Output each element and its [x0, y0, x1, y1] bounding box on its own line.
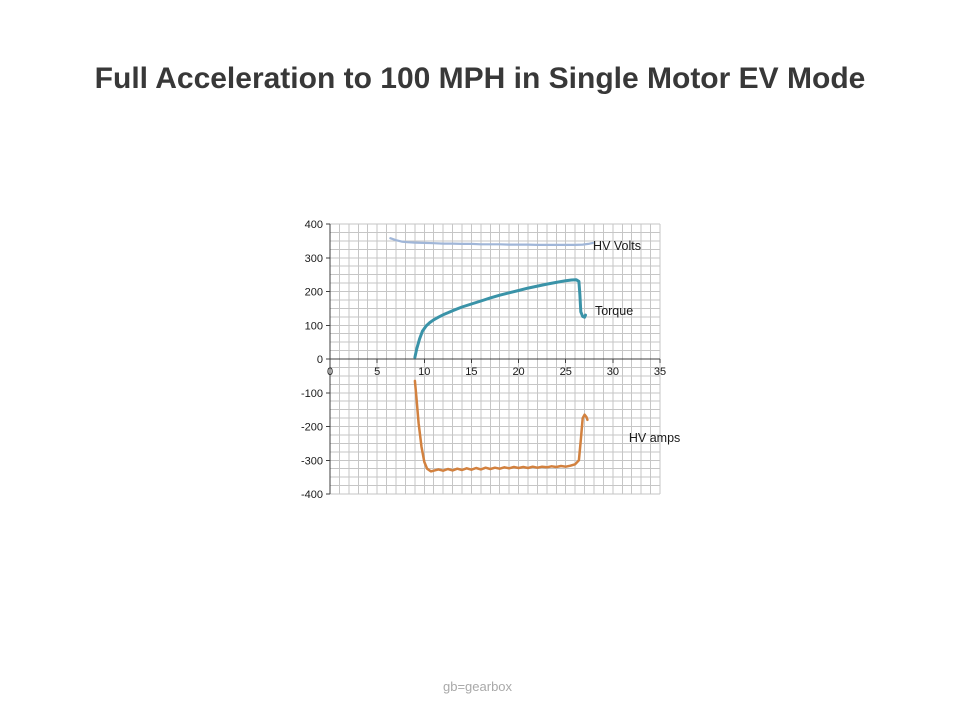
series-label-1: Torque [595, 304, 633, 318]
x-tick-label: 10 [418, 366, 430, 378]
series-line-0 [389, 237, 595, 246]
page-title: Full Acceleration to 100 MPH in Single M… [94, 62, 866, 95]
y-tick-label: -300 [301, 455, 323, 467]
y-tick-label: 100 [305, 320, 323, 332]
series-label-0: HV Volts [593, 239, 641, 253]
x-tick-label: 30 [607, 366, 619, 378]
x-tick-label: 35 [654, 366, 666, 378]
y-tick-label: 200 [305, 287, 323, 299]
y-tick-label: 300 [305, 253, 323, 265]
series-line-1 [413, 278, 587, 359]
y-tick-label: 0 [317, 354, 323, 366]
x-tick-label: 15 [465, 366, 477, 378]
y-tick-label: 400 [305, 219, 323, 231]
chart-ticks: 0 5 10 15 20 25 30 35 -400 -300 -200 -100 0 100 200 300… [301, 219, 666, 501]
y-tick-label: -400 [301, 489, 323, 501]
chart-svg: 0 5 10 15 20 25 30 35 -400 -300 -200 -100 0 100 200 300… [301, 219, 680, 501]
x-tick-label: 25 [560, 366, 572, 378]
y-tick-label: -100 [301, 388, 323, 400]
series-label-2: HV amps [629, 431, 680, 445]
footer-caption: gb=gearbox [443, 679, 513, 694]
x-tick-label: 0 [327, 366, 333, 378]
chart-axes [329, 224, 660, 494]
series-line-2 [413, 379, 589, 473]
x-tick-label: 20 [512, 366, 524, 378]
y-tick-label: -200 [301, 422, 323, 434]
x-tick-label: 5 [374, 366, 380, 378]
chart: 0 5 10 15 20 25 30 35 -400 -300 -200 -100 0 100 200 300… [285, 213, 705, 513]
